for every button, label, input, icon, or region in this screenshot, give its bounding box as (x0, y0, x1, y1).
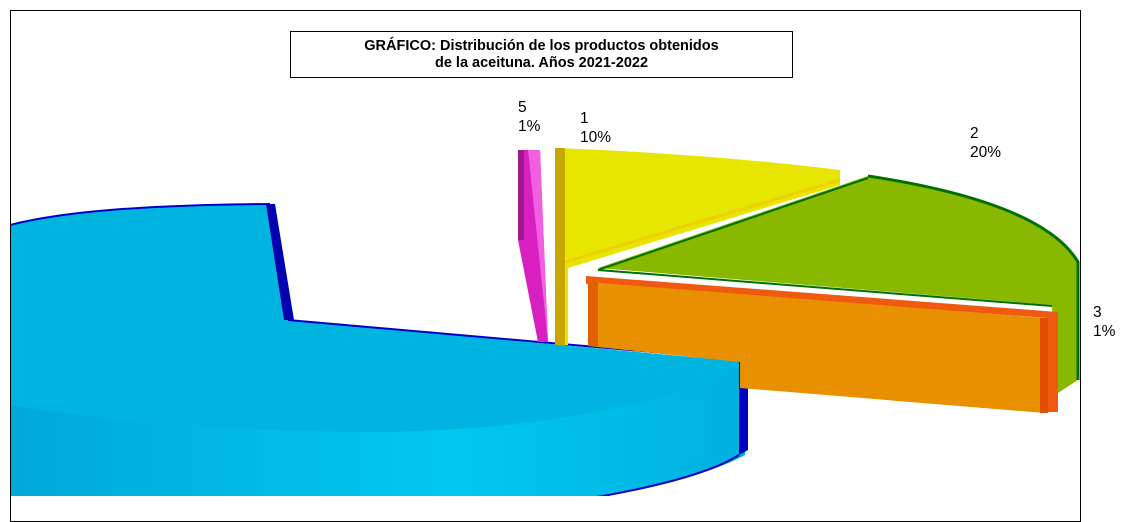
slice-2-label: 2 20% (970, 125, 1002, 161)
slice-3-label: 3 1% (1093, 304, 1116, 340)
slice-5-label: 5 1% (518, 99, 541, 135)
slice-1-label: 1 10% (580, 110, 612, 146)
slice-1 (555, 148, 841, 345)
slice-blue (11, 203, 748, 496)
chart-title: GRÁFICO: Distribución de los productos o… (290, 31, 793, 78)
slice-5 (518, 150, 548, 342)
slice-2 (597, 174, 1080, 395)
chart-title-line2: de la aceituna. Años 2021-2022 (434, 54, 649, 71)
slice-4 (588, 282, 1048, 413)
chart-title-line1: GRÁFICO: Distribución de los productos o… (364, 37, 719, 54)
